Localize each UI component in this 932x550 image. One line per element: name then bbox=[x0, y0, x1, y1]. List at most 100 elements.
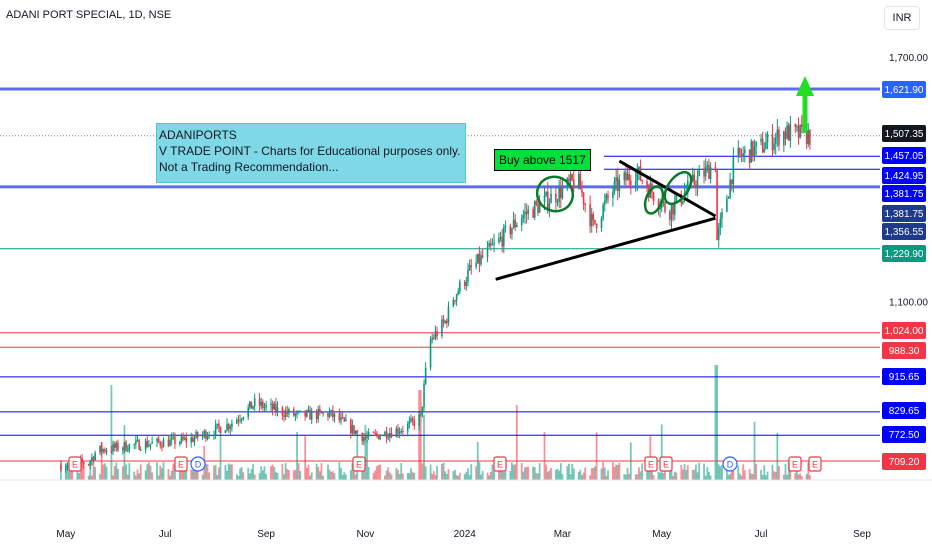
volume-bar bbox=[520, 463, 523, 480]
candle-body bbox=[196, 432, 199, 438]
price-tag-bg bbox=[882, 368, 926, 385]
candle-body bbox=[459, 281, 461, 292]
currency-button[interactable]: INR bbox=[884, 6, 920, 30]
volume-bar bbox=[185, 470, 188, 480]
volume-bar bbox=[753, 421, 756, 480]
volume-bar bbox=[162, 462, 165, 480]
volume-bar bbox=[432, 471, 435, 480]
candle-body bbox=[340, 417, 342, 421]
volume-bar bbox=[429, 464, 432, 480]
volume-bar bbox=[354, 474, 357, 480]
price-tag-bg bbox=[882, 402, 926, 419]
candle-body bbox=[630, 180, 632, 185]
candle-body bbox=[185, 438, 188, 443]
volume-bar bbox=[556, 468, 559, 480]
volume-bar bbox=[139, 464, 142, 480]
candle-body bbox=[385, 431, 388, 439]
candle-body bbox=[532, 209, 534, 218]
candle-body bbox=[516, 224, 518, 227]
volume-bar bbox=[680, 464, 683, 480]
volume-bar bbox=[467, 468, 469, 480]
candle-body bbox=[442, 319, 445, 323]
volume-bar bbox=[224, 464, 227, 480]
volume-bar bbox=[660, 424, 663, 480]
volume-bar bbox=[442, 462, 445, 480]
volume-bar bbox=[307, 464, 310, 480]
candle-body bbox=[489, 243, 492, 246]
candle-body bbox=[743, 149, 746, 154]
candle-body bbox=[258, 398, 261, 406]
volume-bar bbox=[110, 385, 113, 480]
candle-body bbox=[543, 195, 546, 203]
volume-bar bbox=[698, 462, 701, 480]
candle-body bbox=[719, 219, 722, 229]
candle-body bbox=[555, 193, 557, 203]
volume-bar bbox=[470, 464, 473, 480]
price-tag-bg bbox=[882, 426, 926, 443]
volume-bar bbox=[662, 472, 665, 480]
volume-bar bbox=[208, 472, 211, 480]
volume-bar bbox=[68, 465, 71, 480]
volume-bar bbox=[668, 467, 671, 480]
volume-bar bbox=[411, 471, 414, 480]
volume-bar bbox=[784, 463, 787, 480]
volume-bar bbox=[737, 465, 740, 480]
candle-body bbox=[353, 425, 355, 434]
candle-body bbox=[594, 219, 596, 224]
candle-body bbox=[748, 149, 751, 163]
volume-bar bbox=[364, 424, 367, 480]
candle-body bbox=[431, 337, 433, 340]
volume-bar bbox=[795, 470, 798, 480]
candle-body bbox=[590, 214, 593, 227]
volume-bar bbox=[721, 465, 723, 480]
candle-body bbox=[390, 433, 393, 438]
candle-body bbox=[402, 431, 404, 433]
candle-body bbox=[727, 197, 730, 199]
candle-body bbox=[162, 439, 165, 448]
volume-bar bbox=[787, 462, 790, 480]
candle-body bbox=[703, 170, 705, 177]
candle-body bbox=[545, 191, 547, 196]
volume-bar bbox=[582, 472, 585, 480]
earnings-marker bbox=[174, 456, 188, 472]
candle-body bbox=[100, 445, 103, 452]
candle-body bbox=[192, 437, 194, 442]
candle-body bbox=[535, 201, 538, 204]
drawings bbox=[495, 76, 814, 281]
candle-body bbox=[568, 178, 570, 182]
candle-body bbox=[249, 401, 251, 408]
volume-bar bbox=[481, 470, 484, 480]
candle-body bbox=[273, 403, 276, 410]
horizontal-levels bbox=[0, 87, 880, 462]
event-marker-label: D bbox=[195, 460, 202, 470]
candle-body bbox=[447, 306, 450, 324]
candle-body bbox=[584, 203, 587, 205]
candle-body bbox=[559, 186, 562, 198]
volume-bar bbox=[786, 474, 789, 480]
volume-bar bbox=[457, 475, 460, 480]
candle-body bbox=[387, 437, 390, 439]
volume-bar bbox=[147, 462, 150, 480]
candle-body bbox=[669, 211, 671, 220]
volume-bar bbox=[395, 467, 398, 480]
candle-body bbox=[463, 281, 466, 286]
candle-body bbox=[600, 218, 603, 229]
candle-body bbox=[333, 413, 336, 418]
candle-body bbox=[476, 253, 479, 263]
volume-bar bbox=[686, 465, 689, 480]
volume-bar bbox=[647, 470, 650, 480]
volume-bar bbox=[351, 462, 354, 480]
volume-bar bbox=[716, 365, 718, 480]
volume-bar bbox=[146, 464, 149, 480]
volume-bar bbox=[657, 471, 660, 480]
volume-bar bbox=[190, 469, 193, 480]
volume-bar bbox=[161, 468, 163, 480]
candle-body bbox=[149, 443, 152, 445]
candle-body bbox=[167, 439, 170, 447]
candle-body bbox=[327, 412, 329, 417]
volume-bar bbox=[90, 475, 93, 480]
volume-bar bbox=[682, 469, 684, 480]
volume-bar bbox=[696, 472, 699, 480]
candle-body bbox=[310, 411, 313, 420]
